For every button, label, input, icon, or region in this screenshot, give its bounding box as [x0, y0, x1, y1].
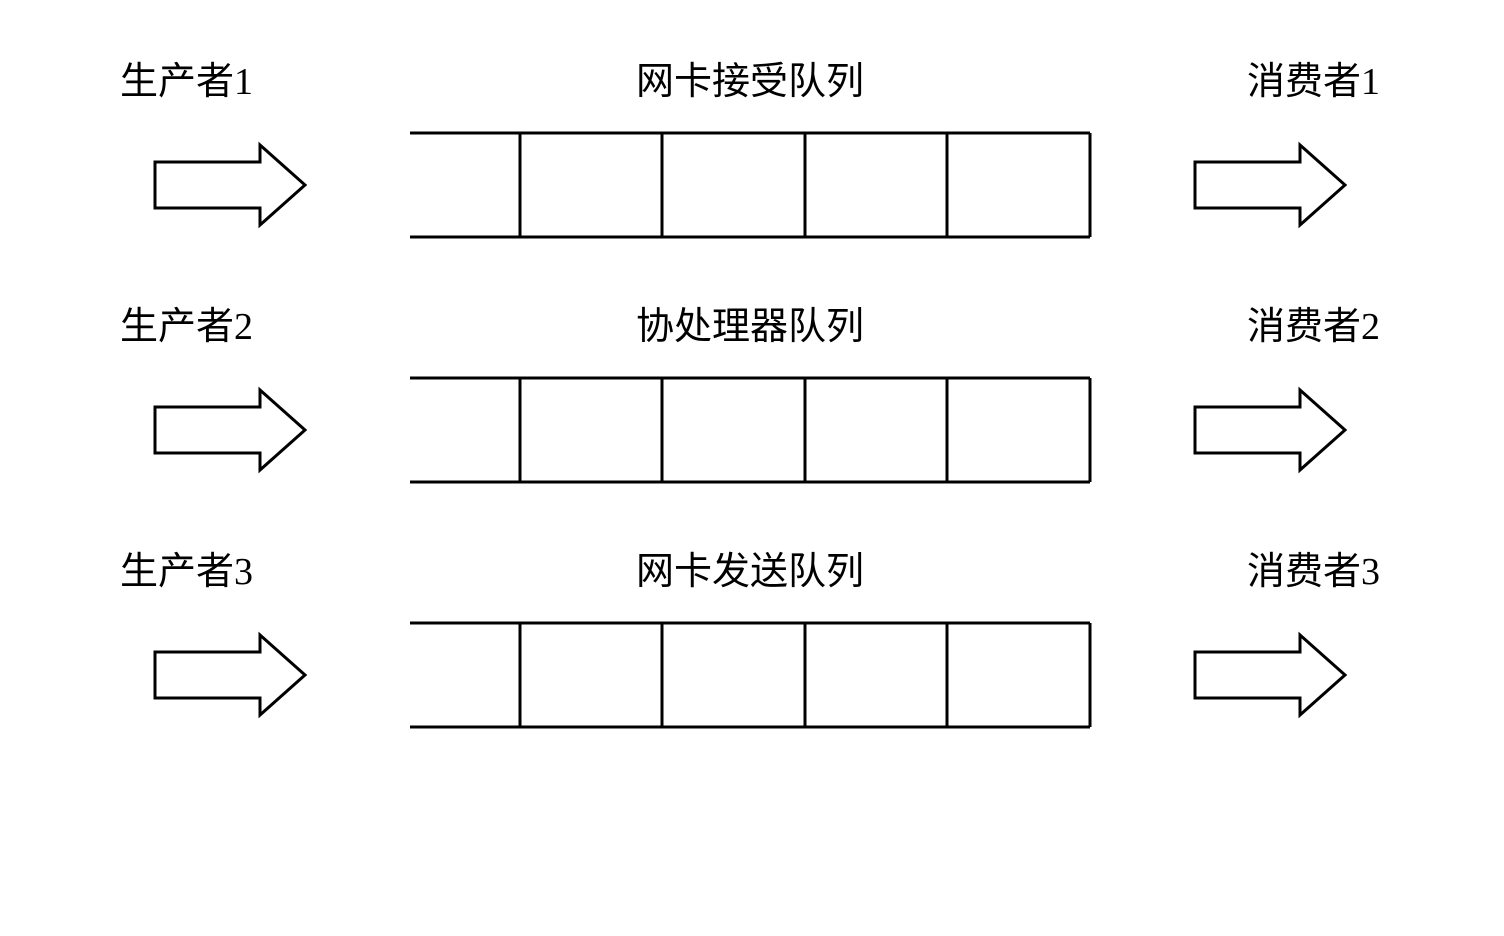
producer-label-3: 生产者3 — [100, 540, 360, 595]
queue-section-3: 生产者3 网卡发送队列 消费者3 — [100, 540, 1400, 735]
queue-section-1: 生产者1 网卡接受队列 消费者1 — [100, 50, 1400, 245]
label-row-1: 生产者1 网卡接受队列 消费者1 — [100, 50, 1400, 105]
graphic-row-1 — [100, 125, 1400, 245]
producer-label-2: 生产者2 — [100, 295, 360, 350]
diagram-container: 生产者1 网卡接受队列 消费者1 — [100, 50, 1400, 785]
consumer-label-1: 消费者1 — [1140, 50, 1400, 105]
queue-graphic-2 — [360, 370, 1140, 490]
queue-graphic-1 — [360, 125, 1140, 245]
label-row-2: 生产者2 协处理器队列 消费者2 — [100, 295, 1400, 350]
producer-arrow-3 — [100, 630, 360, 720]
consumer-label-3: 消费者3 — [1140, 540, 1400, 595]
producer-arrow-2 — [100, 385, 360, 475]
label-row-3: 生产者3 网卡发送队列 消费者3 — [100, 540, 1400, 595]
producer-arrow-1 — [100, 140, 360, 230]
consumer-arrow-3 — [1140, 630, 1400, 720]
graphic-row-2 — [100, 370, 1400, 490]
queue-label-3: 网卡发送队列 — [360, 540, 1140, 595]
queue-label-2: 协处理器队列 — [360, 295, 1140, 350]
producer-label-1: 生产者1 — [100, 50, 360, 105]
consumer-label-2: 消费者2 — [1140, 295, 1400, 350]
consumer-arrow-1 — [1140, 140, 1400, 230]
queue-graphic-3 — [360, 615, 1140, 735]
queue-section-2: 生产者2 协处理器队列 消费者2 — [100, 295, 1400, 490]
queue-label-1: 网卡接受队列 — [360, 50, 1140, 105]
graphic-row-3 — [100, 615, 1400, 735]
consumer-arrow-2 — [1140, 385, 1400, 475]
